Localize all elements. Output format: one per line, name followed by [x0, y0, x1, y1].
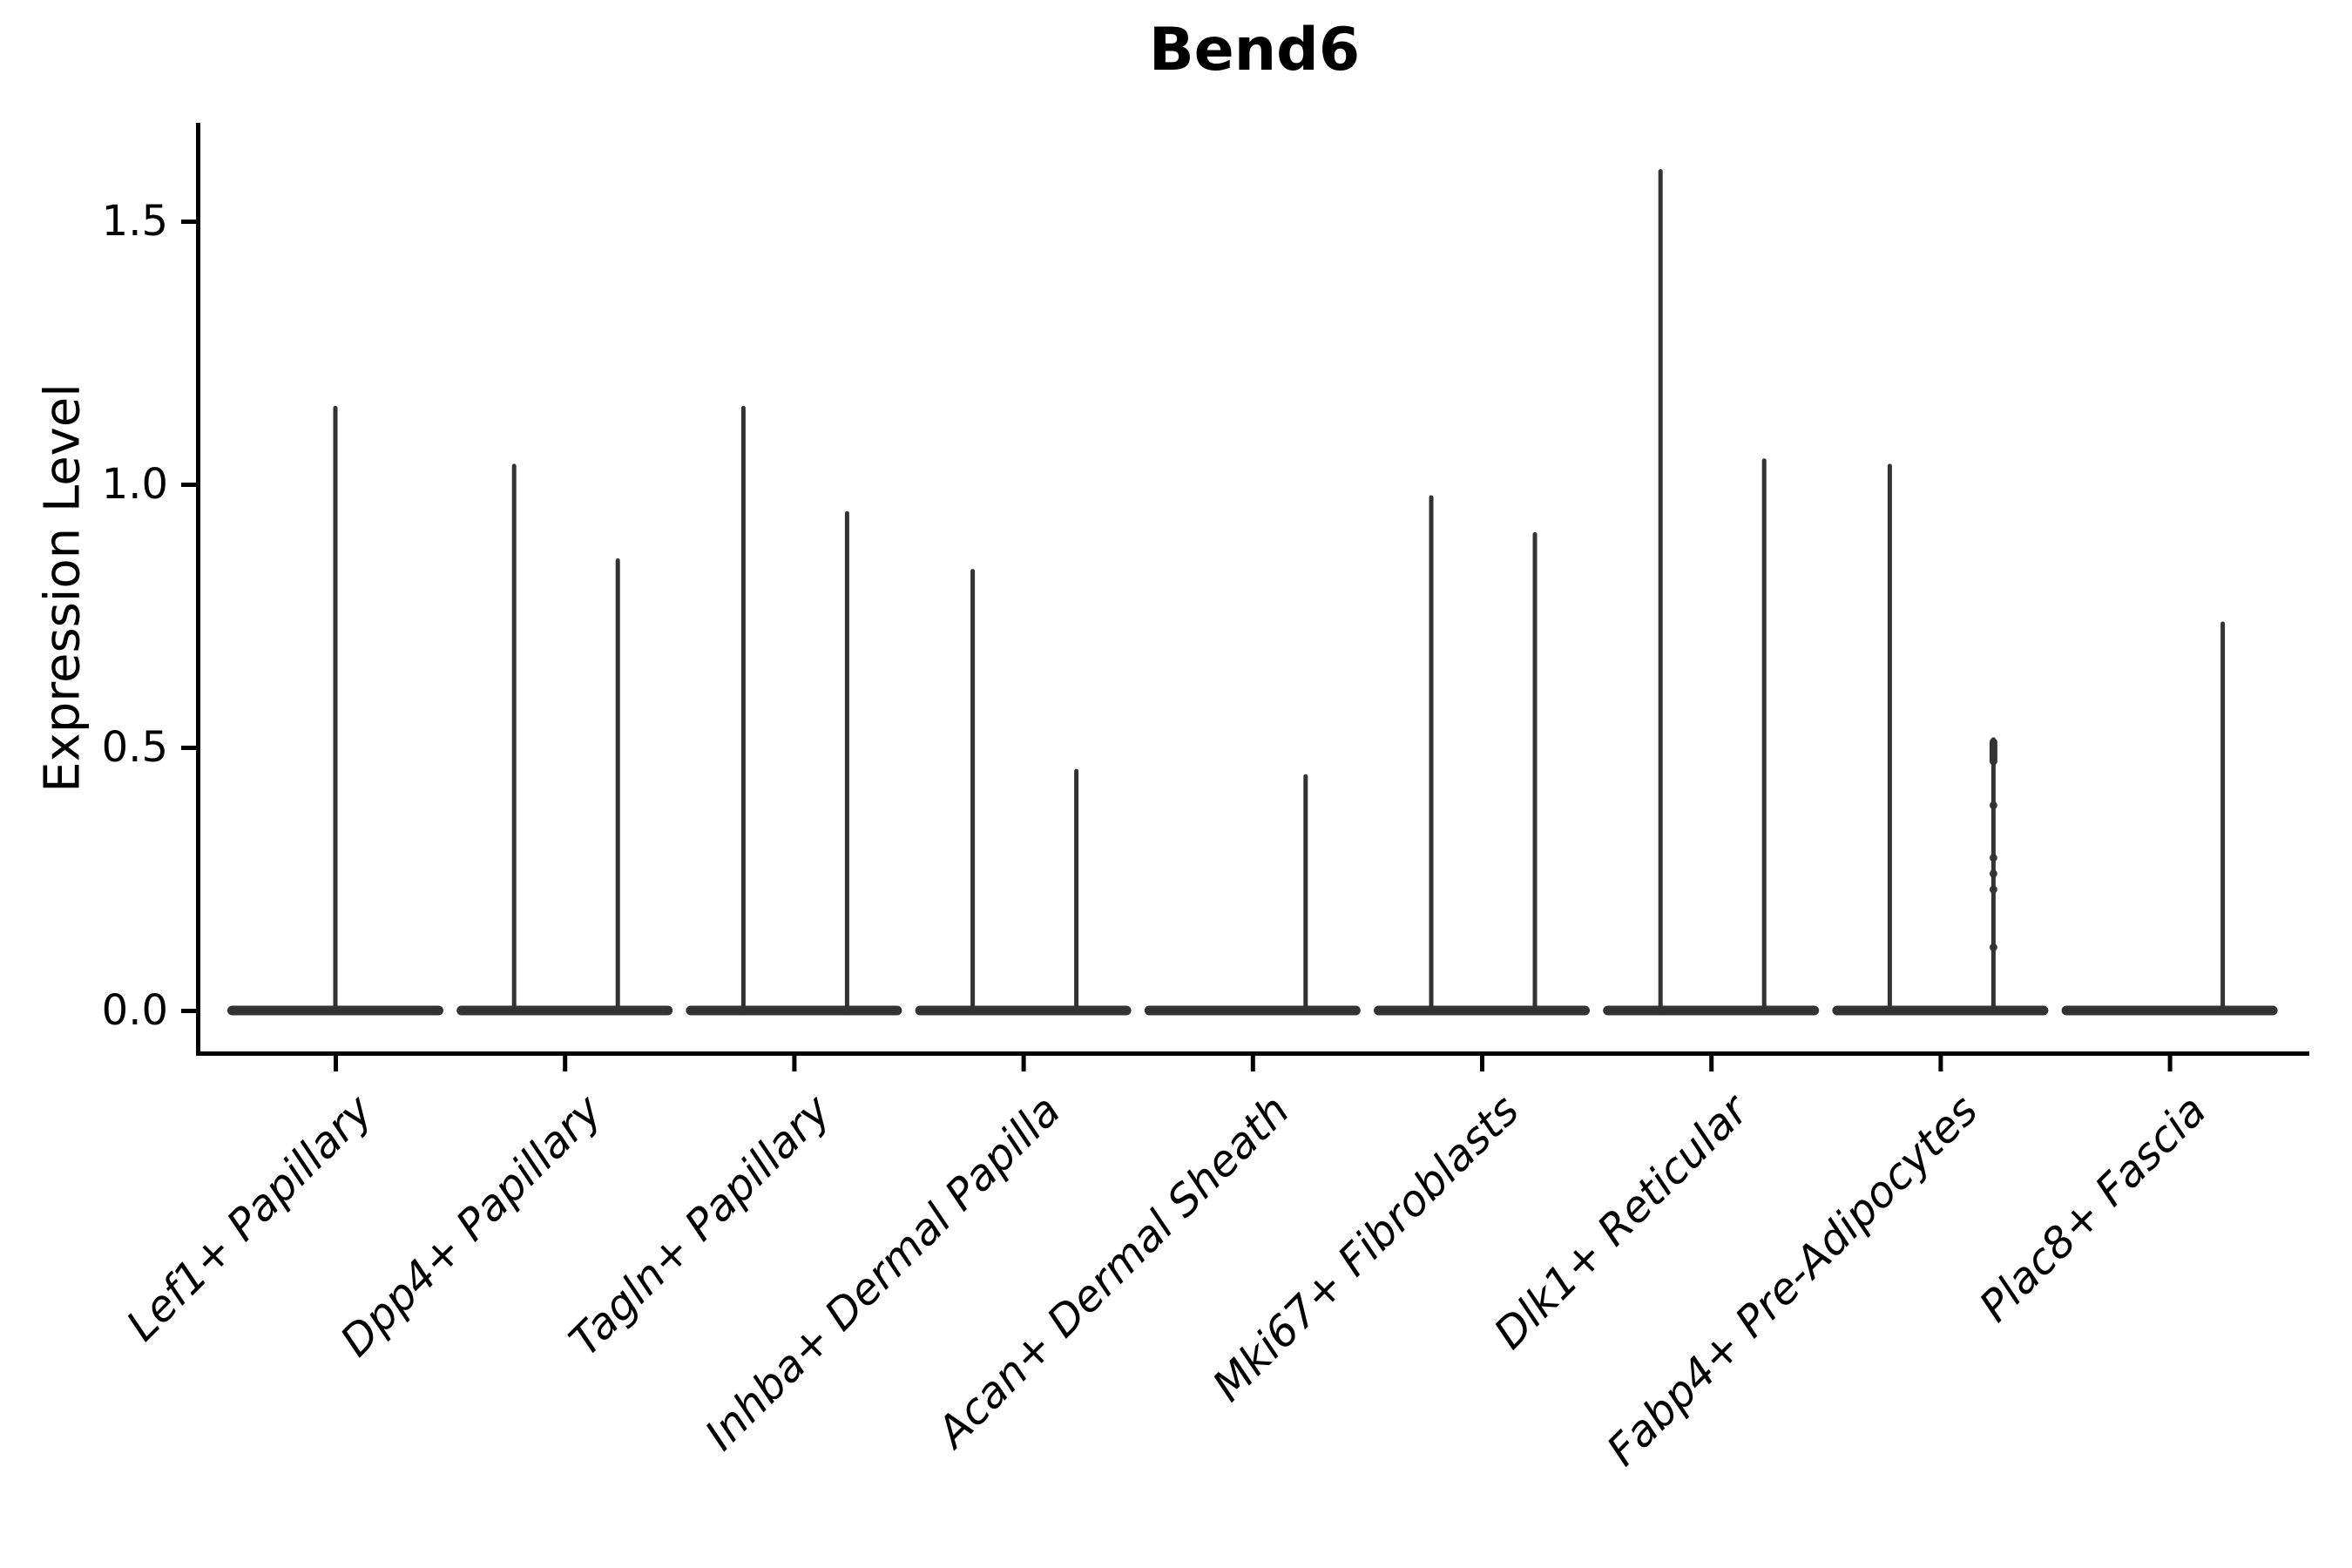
violin-point — [1989, 854, 1997, 862]
y-tick-mark — [181, 483, 196, 487]
violin-body — [1144, 1005, 1361, 1016]
x-tick-mark — [792, 1056, 797, 1071]
violin-body — [456, 1005, 673, 1016]
violin-point — [1989, 801, 1997, 809]
y-tick-mark — [181, 1009, 196, 1013]
violin-body — [2061, 1005, 2278, 1016]
x-tick-mark — [1480, 1056, 1484, 1071]
y-tick-label: 1.5 — [101, 197, 168, 246]
violin-body — [1603, 1005, 1820, 1016]
x-tick-mark — [1938, 1056, 1943, 1071]
x-tick-mark — [563, 1056, 568, 1071]
x-tick-mark — [2167, 1056, 2173, 1071]
x-tick-mark — [1709, 1056, 1714, 1071]
y-tick-label: 1.0 — [101, 460, 168, 509]
y-tick-mark — [181, 746, 196, 750]
chart-title: Bend6 — [1148, 16, 1361, 84]
x-tick-mark — [1021, 1056, 1026, 1071]
y-axis-spine — [196, 123, 200, 1056]
violin-body — [1832, 1005, 2049, 1016]
violin-body — [686, 1005, 902, 1016]
violin-point — [1989, 869, 1997, 878]
y-tick-mark — [181, 220, 196, 224]
y-tick-label: 0.5 — [101, 723, 168, 772]
violin-body — [915, 1005, 1132, 1016]
x-axis-spine — [196, 1051, 2309, 1056]
violin-body — [1374, 1005, 1590, 1016]
x-tick-mark — [1250, 1056, 1255, 1071]
violin-point — [1989, 943, 1997, 952]
violin-point — [1989, 885, 1997, 894]
x-tick-mark — [334, 1056, 338, 1071]
y-tick-label: 0.0 — [101, 986, 168, 1035]
